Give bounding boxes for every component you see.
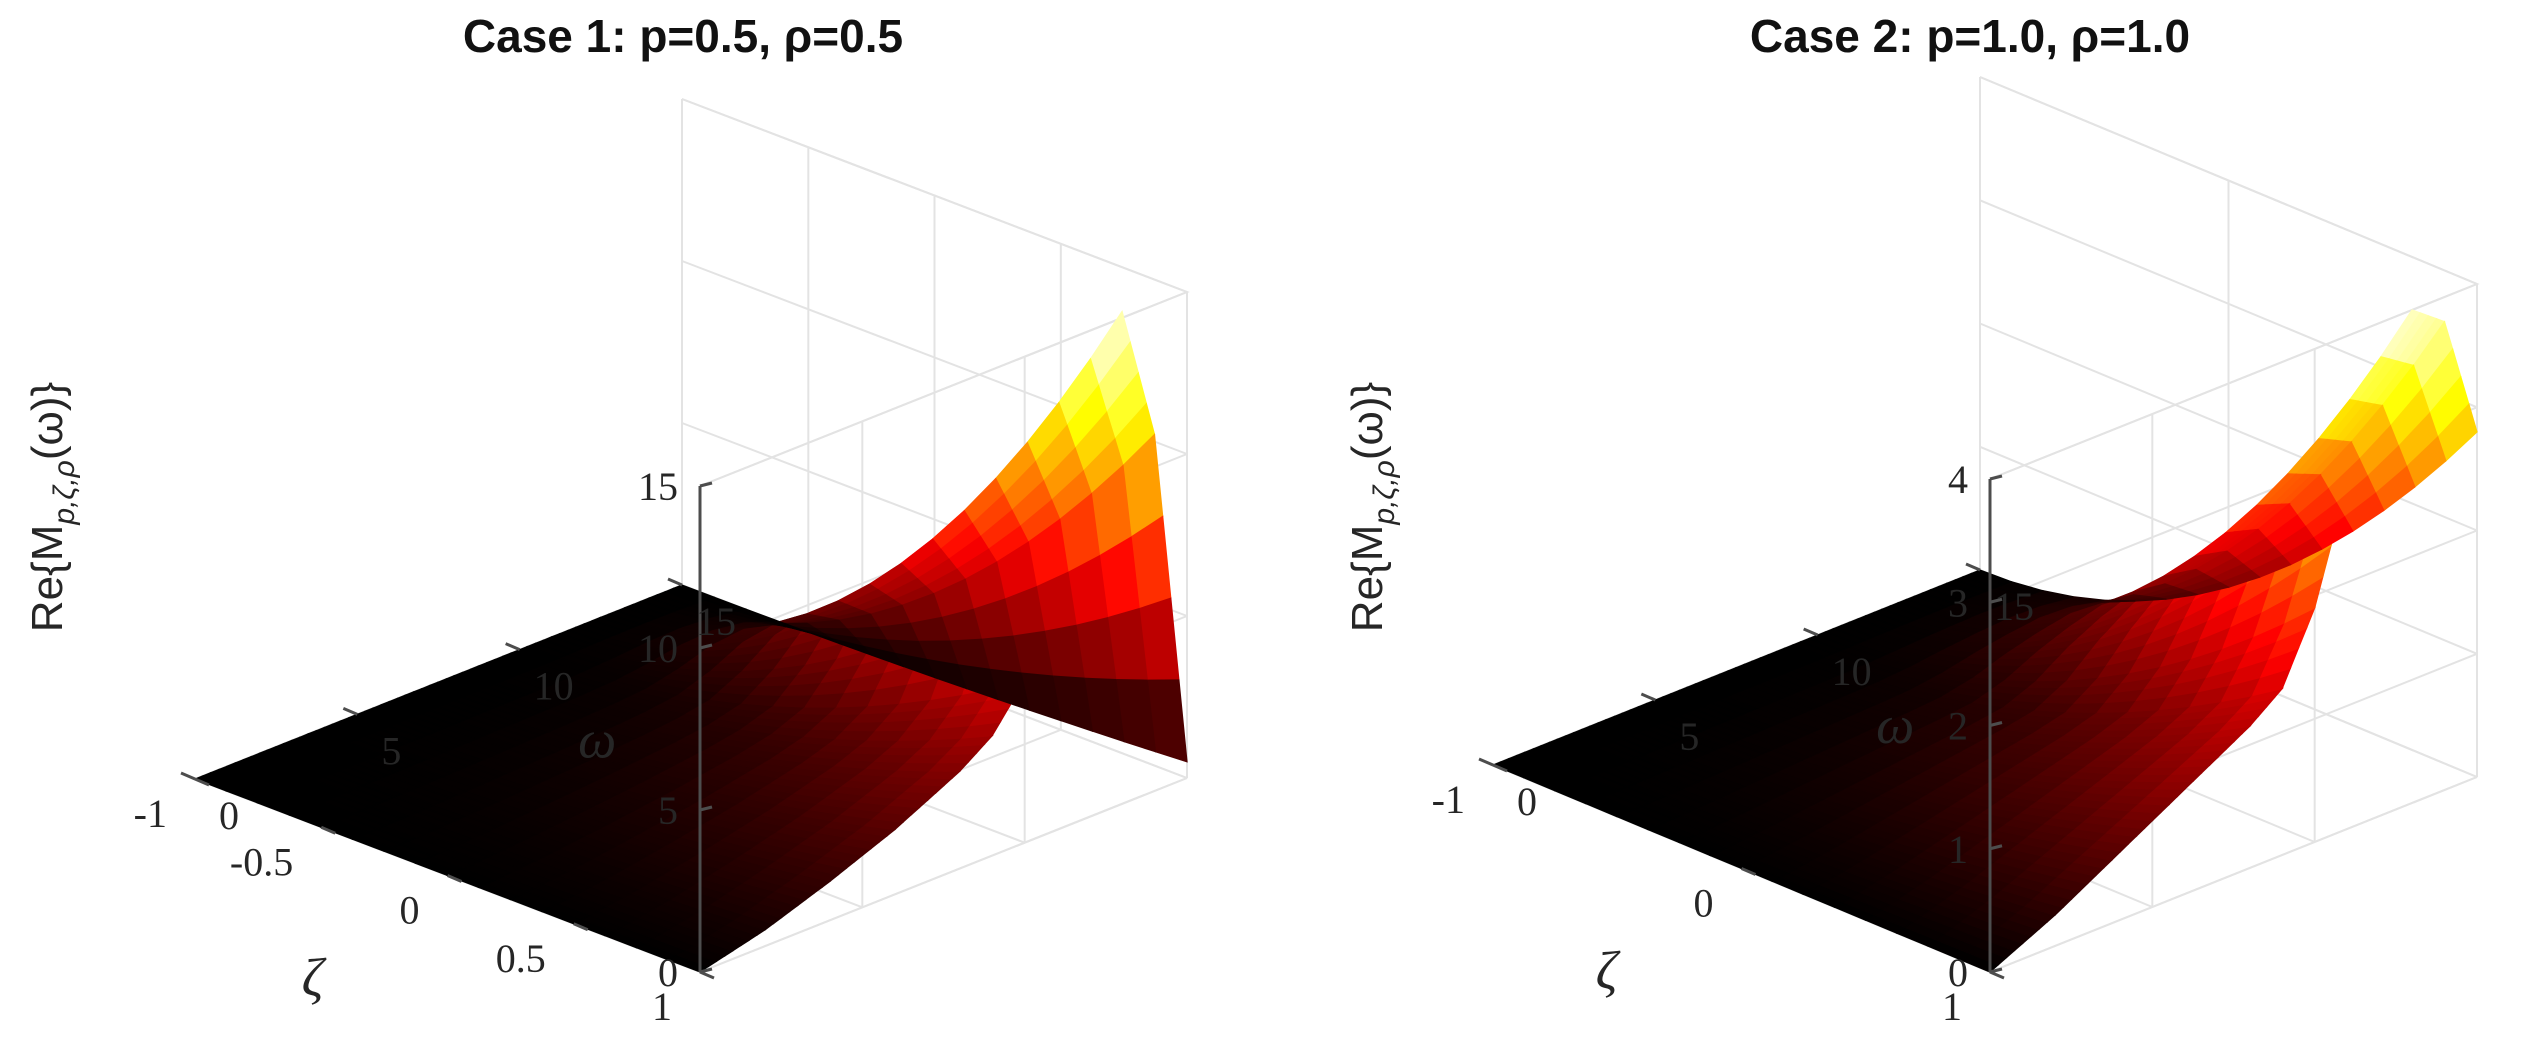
- z-tick-label: 3: [1948, 580, 1968, 625]
- surface-mesh: [1491, 309, 2478, 973]
- y-tick-mark: [194, 777, 210, 787]
- x-tick-label: 5: [381, 728, 401, 773]
- chart-panel-case-1: 051015-1-0.500.51051015ωζRe{Mp,ζ,ρ(ω)}Ca…: [23, 10, 1190, 1029]
- y-tick-mark: [699, 970, 715, 980]
- y-tick-label: -1: [134, 791, 167, 836]
- x-tick-mark: [1803, 627, 1819, 637]
- y-axis-label: ζ: [1596, 941, 1621, 1001]
- y-tick-label: 1: [1942, 984, 1962, 1029]
- z-tick-label: 0: [1948, 950, 1968, 995]
- y-tick-mark: [573, 922, 589, 932]
- z-tick-mark: [1989, 474, 2003, 481]
- z-axis-label-subscript: p,ζ,ρ: [1368, 460, 1401, 525]
- z-tick-label: 1: [1948, 827, 1968, 872]
- axes: [180, 481, 715, 980]
- chart-title: Case 1: p=0.5, ρ=0.5: [463, 10, 903, 62]
- z-tick-label: 2: [1948, 704, 1968, 749]
- y-tick-mark: [446, 874, 463, 883]
- y-tick-label: 0: [1694, 881, 1714, 926]
- z-axis-label-main: Re{M: [23, 525, 72, 633]
- x-tick-label: 0: [219, 793, 239, 838]
- surface-mesh: [193, 309, 1188, 973]
- x-tick-mark: [1965, 562, 1981, 572]
- x-axis-label: ω: [578, 710, 616, 770]
- z-tick-label: 4: [1948, 457, 1968, 502]
- z-axis-label-tail: (ω)}: [1343, 382, 1392, 460]
- y-tick-mark: [1492, 763, 1508, 773]
- z-tick-mark: [1989, 721, 2003, 727]
- surface-patch: [672, 584, 716, 601]
- z-tick-label: 5: [658, 788, 678, 833]
- z-tick-mark: [699, 805, 713, 812]
- y-axis-label: ζ: [302, 948, 327, 1008]
- z-tick-label: 15: [638, 464, 678, 509]
- z-tick-mark: [1989, 844, 2003, 851]
- y-tick-label: 0.5: [496, 936, 546, 981]
- y-tick-label: 1: [652, 984, 672, 1029]
- x-tick-mark: [1478, 757, 1494, 767]
- x-tick-label: 10: [534, 664, 574, 709]
- z-axis-label-subscript: p,ζ,ρ: [48, 460, 81, 525]
- z-tick-mark: [699, 481, 713, 488]
- y-tick-mark: [320, 825, 336, 835]
- x-tick-label: 15: [696, 599, 736, 644]
- z-tick-mark: [1989, 597, 2003, 604]
- z-axis-label-tail: (ω)}: [23, 382, 72, 460]
- chart-title: Case 2: p=1.0, ρ=1.0: [1750, 10, 2190, 62]
- y-tick-label: -1: [1432, 777, 1465, 822]
- x-tick-label: 0: [1517, 779, 1537, 824]
- x-tick-mark: [1640, 692, 1656, 702]
- z-axis-label-main: Re{M: [1343, 525, 1392, 633]
- z-tick-label: 0: [658, 950, 678, 995]
- y-tick-mark: [1989, 970, 2005, 980]
- x-axis-label: ω: [1876, 695, 1914, 755]
- axes: [1478, 474, 2005, 980]
- x-tick-mark: [505, 642, 521, 652]
- x-tick-mark: [180, 771, 196, 781]
- x-tick-label: 10: [1832, 649, 1872, 694]
- y-tick-label: 0: [400, 888, 420, 933]
- z-axis-label: Re{Mp,ζ,ρ(ω)}: [23, 382, 81, 632]
- z-tick-label: 10: [638, 626, 678, 671]
- z-axis-label: Re{Mp,ζ,ρ(ω)}: [1343, 382, 1401, 632]
- y-tick-mark: [1740, 867, 1757, 876]
- z-tick-mark: [699, 643, 713, 650]
- x-tick-mark: [667, 577, 683, 587]
- x-tick-label: 15: [1994, 584, 2034, 629]
- x-tick-label: 5: [1679, 714, 1699, 759]
- x-tick-mark: [342, 706, 358, 716]
- y-tick-label: -0.5: [230, 839, 293, 884]
